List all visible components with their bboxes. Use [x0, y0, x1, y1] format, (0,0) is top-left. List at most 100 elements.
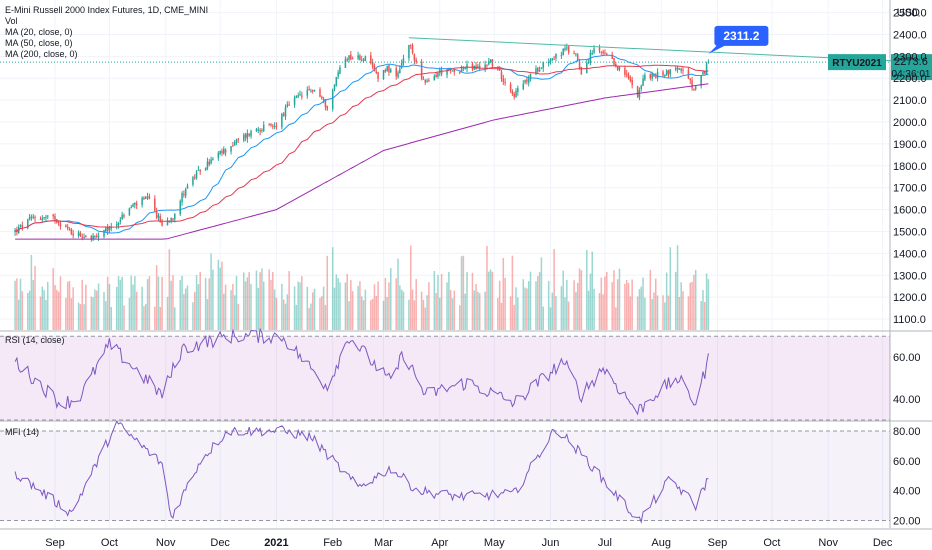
volume-bar — [395, 278, 397, 330]
candle-body — [310, 90, 312, 92]
volume-bar — [195, 275, 198, 330]
volume-bar — [110, 306, 113, 330]
candle-body — [14, 230, 16, 232]
time-tick-label: Dec — [210, 537, 230, 549]
volume-bar — [242, 272, 245, 330]
candle-body — [331, 89, 334, 109]
volume-bar — [566, 279, 568, 330]
rsi-pane[interactable] — [0, 327, 890, 421]
candle-body — [103, 229, 105, 237]
volume-bar — [371, 298, 374, 330]
mfi-pane[interactable] — [0, 420, 890, 525]
volume-bar — [504, 277, 506, 330]
volume-bar — [649, 269, 652, 330]
volume-bar — [81, 279, 83, 330]
candle-body — [462, 67, 465, 69]
volume-bar — [498, 280, 501, 330]
candle-body — [704, 71, 706, 74]
candle-body — [694, 86, 697, 90]
candle-body — [591, 53, 594, 55]
volume-bar — [488, 271, 490, 330]
volume-bar — [662, 295, 664, 330]
candle-body — [486, 64, 488, 66]
candle-body — [409, 44, 412, 46]
candle-body — [664, 75, 666, 77]
volume-bar — [640, 286, 643, 330]
candle-body — [210, 159, 212, 164]
candle-body — [428, 80, 430, 82]
candle-body — [83, 237, 85, 239]
volume-bar — [348, 301, 350, 330]
volume-bar — [30, 254, 33, 330]
volume-bar — [319, 297, 321, 330]
candle-body — [322, 99, 325, 101]
volume-bar — [123, 305, 125, 330]
volume-bar — [255, 270, 258, 330]
volume-bar — [691, 281, 693, 330]
candle-body — [281, 113, 283, 128]
candle-body — [134, 202, 136, 205]
candle-body — [144, 197, 147, 199]
volume-bar — [449, 289, 452, 330]
candle-body — [420, 61, 423, 79]
candle-body — [43, 217, 45, 219]
volume-bar — [555, 296, 557, 330]
candle-body — [19, 224, 22, 226]
volume-bar — [409, 245, 412, 330]
candle-body — [491, 59, 494, 67]
candle-body — [57, 221, 60, 223]
candle-body — [286, 104, 289, 107]
volume-bar — [540, 257, 543, 330]
volume-bar — [500, 302, 503, 330]
price-pane[interactable]: 2311.2 RTYU2021 2273.604:36:01 — [0, 25, 932, 330]
volume-bar — [560, 286, 563, 330]
volume-bar — [638, 289, 641, 330]
price-tick-label: 1700.0 — [893, 183, 927, 195]
volume-bar — [415, 279, 417, 330]
volume-bar — [615, 307, 617, 330]
volume-bar — [535, 281, 537, 330]
volume-bar — [489, 269, 492, 330]
volume-bar — [575, 291, 577, 330]
volume-bar — [94, 289, 96, 330]
volume-bar — [702, 290, 704, 330]
volume-bar — [707, 279, 710, 330]
candle-body — [397, 72, 399, 78]
volume-bar — [57, 291, 60, 330]
volume-bar — [359, 281, 361, 330]
volume-bar — [655, 278, 657, 330]
time-tick-label: Jul — [598, 537, 612, 549]
time-tick-label: Sep — [708, 537, 728, 549]
volume-bar — [390, 268, 392, 330]
candle-body — [324, 99, 327, 107]
candle-body — [121, 214, 123, 220]
candle-body — [183, 193, 185, 195]
volume-bar — [223, 293, 225, 330]
volume-bar — [408, 299, 410, 330]
volume-bar — [460, 256, 463, 330]
volume-bar — [420, 291, 423, 330]
candle-body — [553, 58, 555, 60]
candle-body — [159, 216, 162, 223]
price-callout-label: 2311.2 — [723, 29, 759, 43]
candle-body — [453, 69, 456, 72]
candle-body — [578, 61, 581, 68]
volume-bar — [373, 284, 376, 330]
candle-body — [415, 59, 417, 63]
candle-body — [682, 69, 684, 71]
volume-bar — [428, 282, 430, 330]
volume-bar — [605, 271, 608, 330]
currency-label: USD — [897, 7, 920, 19]
candle-body — [333, 84, 336, 90]
candle-body — [464, 68, 466, 70]
volume-bar — [70, 298, 73, 330]
candle-body — [282, 113, 285, 116]
volume-bar — [453, 290, 456, 330]
volume-bar — [553, 249, 555, 330]
price-tick-label: 1900.0 — [893, 139, 927, 151]
volume-bar — [311, 292, 314, 330]
volume-bar — [402, 291, 405, 330]
candle-body — [547, 62, 550, 64]
volume-bar — [103, 292, 105, 330]
candle-body — [77, 232, 80, 236]
